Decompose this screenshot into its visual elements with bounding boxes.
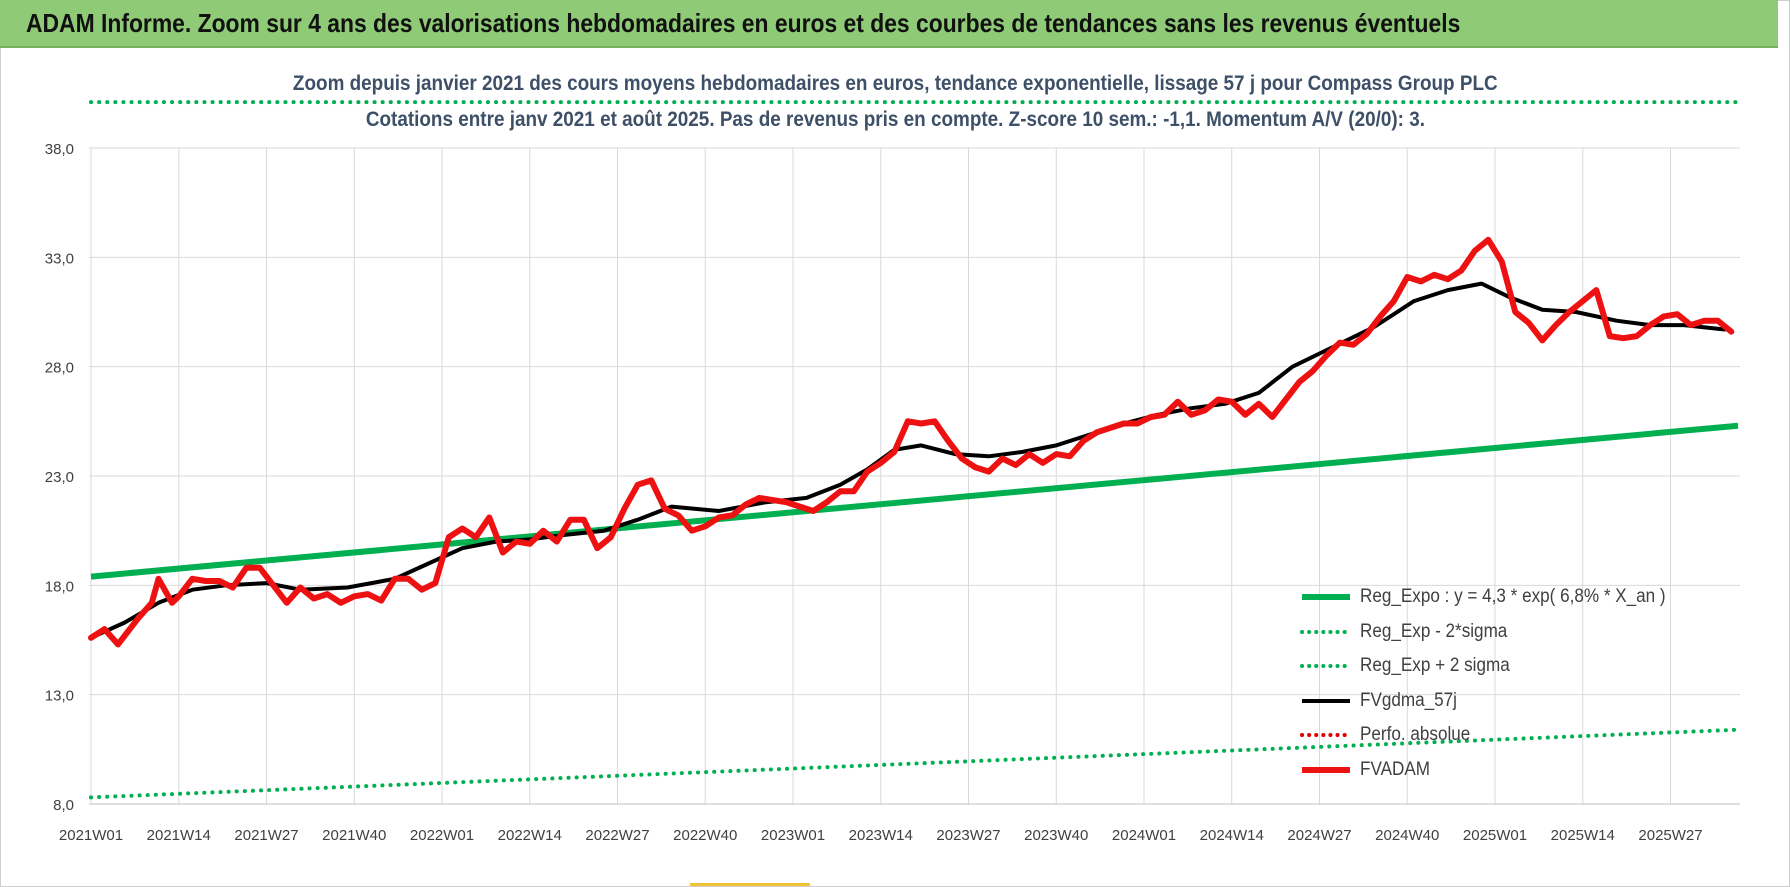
chart-subtitle-line-2: Cotations entre janv 2021 et août 2025. …: [0, 108, 1790, 132]
x-tick-label: 2021W14: [147, 827, 211, 844]
x-tick-label: 2024W14: [1200, 827, 1264, 844]
x-tick-label: 2022W01: [410, 827, 474, 844]
x-tick-label: 2024W40: [1375, 827, 1439, 844]
x-tick-label: 2023W01: [761, 827, 825, 844]
legend-label: FVADAM: [1360, 758, 1430, 780]
chart-legend: Reg_Expo : y = 4,3 * exp( 6,8% * X_an ) R…: [1300, 580, 1720, 787]
x-tick-label: 2025W14: [1551, 827, 1615, 844]
y-tick-label: 33,0: [45, 250, 74, 267]
x-tick-label: 2022W27: [585, 827, 649, 844]
chart-subtitle-1-text: Zoom depuis janvier 2021 des cours moyen…: [283, 72, 1507, 96]
y-tick-label: 8,0: [53, 797, 74, 814]
x-tick-label: 2022W40: [673, 827, 737, 844]
legend-swatch: [1300, 629, 1352, 634]
legend-item: FVADAM: [1300, 753, 1720, 788]
x-tick-label: 2022W14: [498, 827, 562, 844]
legend-swatch: [1302, 766, 1350, 773]
legend-label: Perfo. absolue: [1360, 724, 1471, 746]
x-tick-label: 2023W14: [849, 827, 913, 844]
legend-label: Reg_Expo : y = 4,3 * exp( 6,8% * X_an ): [1360, 586, 1666, 608]
legend-swatch: [1302, 594, 1350, 601]
x-tick-label: 2023W27: [936, 827, 1000, 844]
legend-item: FVgdma_57j: [1300, 684, 1720, 719]
legend-label: Reg_Exp - 2*sigma: [1360, 620, 1508, 642]
sheet-tab-indicator: [690, 883, 810, 886]
y-tick-label: 38,0: [45, 141, 74, 158]
x-tick-label: 2021W27: [234, 827, 298, 844]
x-tick-label: 2021W01: [59, 827, 123, 844]
header-bar: ADAM Informe. Zoom sur 4 ans des valoris…: [0, 0, 1778, 48]
chart-subtitle-2-text: Cotations entre janv 2021 et août 2025. …: [356, 108, 1434, 132]
legend-item: Reg_Expo : y = 4,3 * exp( 6,8% * X_an ): [1300, 580, 1720, 615]
chart-subtitle-line-1: Zoom depuis janvier 2021 des cours moyen…: [0, 72, 1790, 96]
page-title: ADAM Informe. Zoom sur 4 ans des valoris…: [26, 8, 1461, 38]
legend-swatch: [1302, 698, 1350, 703]
legend-item: Perfo. absolue: [1300, 718, 1720, 753]
x-tick-label: 2023W40: [1024, 827, 1088, 844]
legend-swatch: [1300, 733, 1352, 738]
series-line-1: [90, 422, 1739, 580]
legend-label: Reg_Exp + 2 sigma: [1360, 655, 1510, 677]
x-tick-label: 2024W01: [1112, 827, 1176, 844]
x-tick-label: 2024W27: [1287, 827, 1351, 844]
y-tick-label: 23,0: [45, 469, 74, 486]
series-line-4: [89, 281, 1727, 640]
legend-item: Reg_Exp + 2 sigma: [1300, 649, 1720, 684]
legend-label: FVgdma_57j: [1360, 689, 1457, 711]
y-tick-label: 18,0: [45, 578, 74, 595]
x-tick-label: 2025W01: [1463, 827, 1527, 844]
series-line-6: [88, 236, 1735, 648]
legend-item: Reg_Exp - 2*sigma: [1300, 615, 1720, 650]
y-tick-label: 28,0: [45, 360, 74, 377]
x-tick-label: 2021W40: [322, 827, 386, 844]
legend-swatch: [1300, 664, 1352, 669]
series-line-2: [89, 727, 1740, 800]
y-tick-label: 13,0: [45, 688, 74, 705]
x-tick-label: 2025W27: [1638, 827, 1702, 844]
